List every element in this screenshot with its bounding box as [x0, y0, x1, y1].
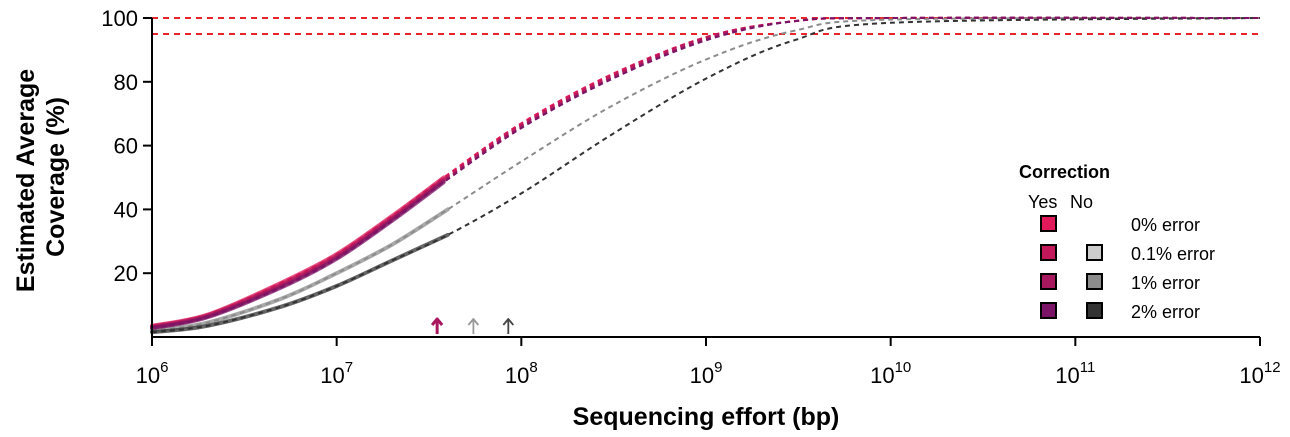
x-tick-base-1: 10	[320, 363, 344, 388]
series-observed-yes-0pct	[152, 178, 444, 326]
series-observed-no-1pct	[152, 209, 448, 330]
x-tick-exponent-0: 6	[160, 359, 168, 376]
reference-lines	[152, 18, 1260, 34]
y-tick-label-4: 100	[101, 6, 138, 31]
series-observed-yes-1pct	[152, 181, 444, 328]
series-observed-yes-0_1pct	[152, 179, 444, 326]
x-tick-label-0: 106	[136, 359, 169, 388]
y-ticks: 20 40 60 80 100	[101, 6, 152, 286]
legend-swatch-yes-0	[1041, 216, 1056, 231]
y-tick-label-3: 80	[114, 70, 138, 95]
legend-rows: 0% error 0.1% error 1% error 2% error	[1041, 215, 1215, 322]
x-tick-exponent-3: 9	[714, 359, 722, 376]
y-axis-title-line-1: Estimated Average	[12, 69, 40, 292]
legend-swatch-no-3	[1087, 303, 1102, 318]
legend-swatch-yes-2	[1041, 274, 1056, 289]
legend-column-yes: Yes	[1028, 192, 1057, 212]
x-tick-base-3: 10	[690, 363, 714, 388]
legend: Correction Yes No 0% error 0.1% error 1% e…	[1019, 162, 1215, 322]
legend-swatch-no-1	[1087, 245, 1102, 260]
x-axis-title: Sequencing effort (bp)	[573, 403, 840, 431]
legend-label-3: 2% error	[1131, 302, 1200, 322]
legend-label-0: 0% error	[1131, 215, 1200, 235]
legend-label-2: 1% error	[1131, 273, 1200, 293]
x-tick-label-6: 1012	[1239, 359, 1280, 388]
series-observed-no-0_1pct	[152, 181, 444, 328]
legend-swatch-yes-1	[1041, 245, 1056, 260]
x-tick-base-6: 10	[1239, 363, 1263, 388]
x-tick-base-5: 10	[1055, 363, 1079, 388]
y-axis-title: Estimated Average Coverage (%)	[12, 62, 70, 292]
x-tick-label-4: 1010	[870, 359, 911, 388]
x-tick-base-2: 10	[505, 363, 529, 388]
x-tick-exponent-6: 12	[1264, 359, 1281, 376]
x-tick-exponent-2: 8	[529, 359, 537, 376]
x-tick-label-2: 108	[505, 359, 538, 388]
x-tick-label-3: 109	[690, 359, 723, 388]
x-tick-base-4: 10	[870, 363, 894, 388]
legend-title: Correction	[1019, 162, 1110, 182]
x-tick-label-5: 1011	[1055, 359, 1095, 388]
legend-swatch-no-2	[1087, 274, 1102, 289]
x-tick-label-1: 107	[320, 359, 353, 388]
x-tick-exponent-1: 7	[345, 359, 353, 376]
y-axis-title-line-2: Coverage (%)	[42, 97, 70, 257]
x-ticks: 106 107 108 109 1010 1011 1012	[136, 337, 1281, 388]
y-tick-label-0: 20	[114, 261, 138, 286]
legend-swatch-yes-3	[1041, 303, 1056, 318]
y-tick-label-1: 40	[114, 197, 138, 222]
legend-label-1: 0.1% error	[1131, 244, 1215, 264]
arrow-markers	[432, 319, 513, 334]
legend-column-no: No	[1070, 192, 1093, 212]
x-tick-exponent-4: 10	[895, 359, 912, 376]
y-tick-label-2: 60	[114, 134, 138, 159]
x-tick-exponent-5: 11	[1080, 359, 1096, 376]
x-tick-base-0: 10	[136, 363, 160, 388]
